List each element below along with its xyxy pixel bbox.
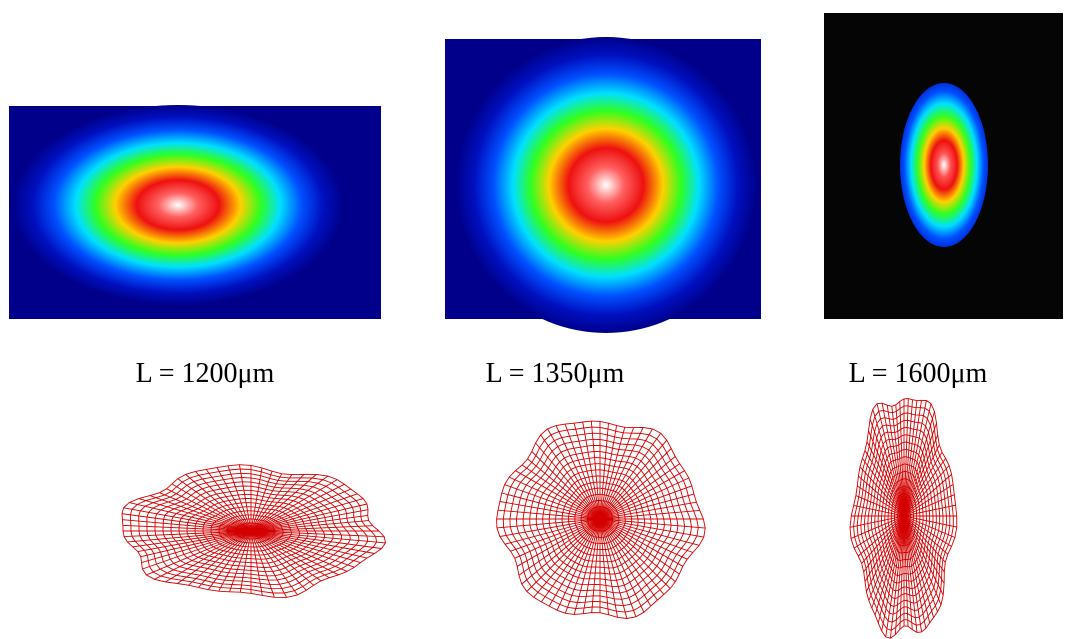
panel-label: L = 1200μm <box>136 358 275 389</box>
figure: L = 1200μm L = 1350μm L = 1600μm <box>0 0 1075 639</box>
wireframe-mesh <box>122 465 386 598</box>
wireframe-mesh <box>497 421 706 618</box>
wireframe-mesh <box>850 399 957 639</box>
heatmap-3 <box>824 13 1063 319</box>
beam-spot <box>456 37 756 333</box>
page: L = 1200μm L = 1350μm L = 1600μm (() => … <box>0 0 1075 639</box>
heatmap-2 <box>445 37 761 333</box>
panel-label: L = 1600μm <box>849 358 988 389</box>
beam-spot <box>900 83 988 247</box>
beam-spot <box>13 105 343 305</box>
panel-label: L = 1350μm <box>486 358 625 389</box>
heatmap-1 <box>9 105 381 319</box>
meshes <box>122 399 957 639</box>
